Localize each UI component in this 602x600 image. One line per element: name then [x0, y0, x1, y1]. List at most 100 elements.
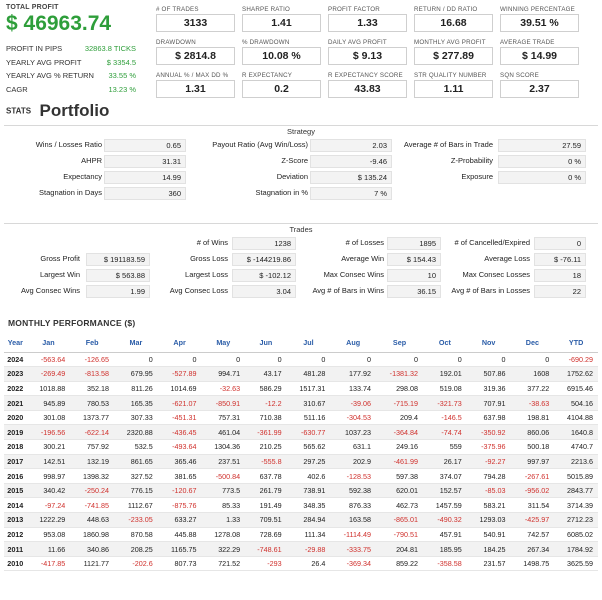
month-value-cell: 267.34: [510, 541, 555, 557]
stat-label: Avg # of Bars in Wins: [312, 286, 384, 295]
year-cell: 2013: [4, 512, 27, 528]
table-header-row: Year Jan Feb Mar Apr May Jun Jul Aug Sep Oct Nov Dec…: [4, 333, 598, 353]
stat-label: Stagnation in %: [255, 188, 308, 197]
month-value-cell: 0: [201, 352, 246, 368]
metric-value: $ 9.13: [328, 47, 407, 65]
table-row: 2010 -417.85 1121.77 -202.6 807.73 721.52 -293…: [4, 556, 598, 572]
column-header: Jun: [245, 333, 287, 353]
stat-value: 1.99: [86, 285, 150, 298]
month-value-cell: -621.07: [157, 395, 202, 411]
metric-value: 39.51 %: [500, 14, 579, 32]
month-value-cell: 209.4: [375, 410, 424, 426]
month-value-cell: 261.79: [245, 483, 287, 499]
month-value-cell: 500.18: [510, 439, 555, 455]
month-value-cell: -490.32: [423, 512, 467, 528]
month-value-cell: 620.01: [375, 483, 424, 499]
table-row: 2011 11.66 340.86 208.25 1165.75 322.29 -748.6…: [4, 541, 598, 557]
month-value-cell: -865.01: [375, 512, 424, 528]
metric-label: # OF TRADES: [156, 6, 199, 13]
month-value-cell: 721.52: [201, 556, 246, 572]
month-value-cell: -375.96: [466, 439, 511, 455]
month-value-cell: -267.61: [510, 468, 555, 484]
month-value-cell: -364.84: [375, 424, 424, 441]
month-value-cell: 3714.39: [554, 497, 598, 514]
month-value-cell: 1640.8: [554, 424, 598, 441]
month-value-cell: -358.58: [423, 556, 467, 572]
month-value-cell: 43.17: [245, 366, 287, 382]
trades-row: # of Wins 1238 # of Losses 1895 # of Can…: [4, 235, 598, 251]
month-value-cell: -269.49: [26, 366, 71, 382]
stat-value: 0 %: [498, 155, 586, 168]
metric-label: PROFIT FACTOR: [328, 6, 380, 13]
month-value-cell: 300.21: [26, 439, 71, 455]
year-cell: 2010: [4, 556, 27, 572]
year-cell: 2011: [4, 541, 27, 557]
metric-label: R EXPECTANCY: [242, 72, 293, 79]
kv-label: YEARLY AVG % RETURN: [6, 71, 94, 80]
kv-label: YEARLY AVG PROFIT: [6, 57, 82, 67]
month-value-cell: -956.02: [510, 483, 555, 499]
column-header: Year: [4, 333, 27, 353]
stat-value: 0.65: [104, 139, 186, 152]
stat-label: # of Cancelled/Expired: [454, 238, 530, 247]
month-value-cell: 807.73: [157, 556, 202, 572]
year-cell: 2012: [4, 527, 27, 543]
metric-return-dd-ratio: RETURN / DD RATIO 16.68: [414, 5, 493, 32]
month-value-cell: -500.84: [201, 468, 246, 484]
strategy-section: Strategy Wins / Losses Ratio 0.65 Payout…: [4, 125, 598, 201]
month-value-cell: 322.29: [201, 541, 246, 557]
metric-winning-percentage: WINNING PERCENTAGE 39.51 %: [500, 5, 579, 32]
month-value-cell: 0: [423, 352, 467, 368]
month-value-cell: -555.8: [245, 454, 287, 470]
month-value-cell: -630.77: [286, 424, 331, 441]
metric-monthly-avg-profit: MONTHLY AVG PROFIT $ 277.89: [414, 38, 493, 65]
month-value-cell: 202.9: [330, 454, 376, 470]
month-value-cell: 1752.62: [554, 366, 598, 382]
column-header: Apr: [157, 333, 202, 353]
month-value-cell: -128.53: [330, 468, 376, 484]
strategy-row: AHPR 31.31 Z-Score -9.46 Z-Probability 0…: [4, 153, 598, 169]
month-value-cell: 710.38: [245, 410, 287, 426]
month-value-cell: 374.07: [423, 468, 467, 484]
month-value-cell: -350.92: [466, 424, 511, 441]
year-cell: 2019: [4, 424, 27, 441]
month-value-cell: -233.05: [114, 512, 158, 528]
month-value-cell: 0: [157, 352, 202, 368]
month-value-cell: 1014.69: [157, 381, 202, 397]
metric-value: 43.83: [328, 80, 407, 98]
stat-value: 31.31: [104, 155, 186, 168]
stat-label: Max Consec Wins: [323, 270, 384, 279]
month-value-cell: 462.73: [375, 497, 424, 514]
month-value-cell: 165.35: [114, 395, 158, 411]
month-value-cell: 637.98: [466, 410, 511, 426]
month-value-cell: 540.91: [466, 527, 511, 543]
trades-row: Gross Profit $ 191183.59 Gross Loss $ -1…: [4, 251, 598, 267]
stat-label: Stagnation in Days: [39, 188, 102, 197]
month-value-cell: 757.31: [201, 410, 246, 426]
stat-label: Avg # of Bars in Losses: [451, 286, 530, 295]
month-value-cell: 457.91: [423, 527, 467, 543]
strategy-row: Stagnation in Days 360 Stagnation in % 7…: [4, 185, 598, 201]
stat-label: Average # of Bars in Trade: [403, 140, 493, 149]
metric-value: 1.11: [414, 80, 493, 98]
column-header: Oct: [423, 333, 467, 353]
strategy-title: Strategy: [287, 127, 315, 136]
stat-value: 36.15: [387, 285, 441, 298]
month-value-cell: 1784.92: [554, 541, 598, 557]
stat-label: Max Consec Losses: [462, 270, 530, 279]
month-value-cell: -12.2: [245, 395, 287, 411]
month-value-cell: 1222.29: [26, 512, 71, 528]
month-value-cell: -563.64: [26, 352, 71, 368]
stats-prefix: STATS: [6, 106, 32, 116]
table-row: 2015 340.42 -250.24 776.15 -120.67 773.5 261.7…: [4, 483, 598, 499]
metric-label: ANNUAL % / MAX DD %: [156, 72, 229, 79]
month-value-cell: 861.65: [114, 454, 158, 470]
month-value-cell: -1381.32: [375, 366, 424, 382]
month-value-cell: 0: [466, 352, 511, 368]
year-cell: 2015: [4, 483, 27, 499]
month-value-cell: -790.51: [375, 527, 424, 543]
month-value-cell: 26.4: [286, 556, 331, 572]
stat-label: Gross Profit: [40, 254, 80, 263]
month-value-cell: 352.18: [70, 381, 115, 397]
metric-daily-avg-profit: DAILY AVG PROFIT $ 9.13: [328, 38, 407, 65]
